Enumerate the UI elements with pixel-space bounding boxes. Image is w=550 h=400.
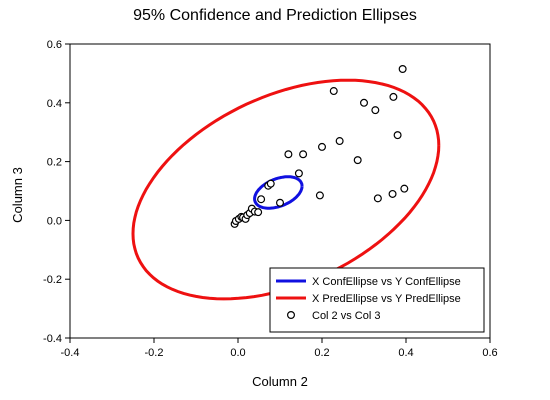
prediction-ellipse xyxy=(131,78,441,301)
x-tick-label: 0.6 xyxy=(482,347,497,359)
confidence-ellipse xyxy=(253,175,304,210)
data-point xyxy=(276,198,285,207)
data-point xyxy=(398,64,407,73)
data-point xyxy=(257,195,266,204)
y-axis-title: Column 3 xyxy=(10,167,25,223)
y-tick-label: 0.0 xyxy=(47,215,62,227)
plot-area xyxy=(131,64,441,301)
legend: X ConfEllipse vs Y ConfEllipse X PredElli… xyxy=(269,267,485,333)
data-point xyxy=(400,184,409,193)
data-point xyxy=(329,87,338,96)
data-point xyxy=(254,208,263,217)
data-point xyxy=(335,137,344,146)
data-point xyxy=(284,150,293,159)
legend-label: X ConfEllipse vs Y ConfEllipse xyxy=(312,276,461,288)
data-point xyxy=(266,179,275,188)
y-tick-label: 0.2 xyxy=(47,157,62,169)
x-tick-label: -0.4 xyxy=(61,347,80,359)
x-axis: -0.4 -0.2 0.0 0.2 0.4 0.6 xyxy=(61,338,498,359)
data-point xyxy=(360,98,369,107)
legend-box xyxy=(269,267,485,333)
x-tick-label: 0.2 xyxy=(314,347,329,359)
data-point xyxy=(393,131,402,140)
data-point xyxy=(389,92,398,101)
y-axis: -0.4 -0.2 0.0 0.2 0.4 0.6 xyxy=(43,39,70,345)
x-tick-label: 0.4 xyxy=(398,347,413,359)
y-tick-label: 0.4 xyxy=(47,98,62,110)
data-point xyxy=(318,142,327,151)
legend-label: X PredEllipse vs Y PredEllipse xyxy=(312,293,461,305)
data-point xyxy=(299,150,308,159)
legend-swatch xyxy=(287,311,296,320)
x-tick-label: 0.0 xyxy=(230,347,245,359)
data-point xyxy=(388,189,397,198)
y-tick-label: 0.6 xyxy=(47,39,62,51)
chart-title: 95% Confidence and Prediction Ellipses xyxy=(133,7,417,24)
data-point xyxy=(353,156,362,165)
y-tick-label: -0.4 xyxy=(43,333,62,345)
y-tick-label: -0.2 xyxy=(43,274,62,286)
data-point xyxy=(315,191,324,200)
legend-label: Col 2 vs Col 3 xyxy=(312,310,380,322)
x-axis-title: Column 2 xyxy=(252,374,308,389)
x-tick-label: -0.2 xyxy=(145,347,164,359)
data-point xyxy=(373,194,382,203)
plot-frame xyxy=(69,43,491,339)
data-point xyxy=(294,169,303,178)
data-point xyxy=(371,106,380,115)
